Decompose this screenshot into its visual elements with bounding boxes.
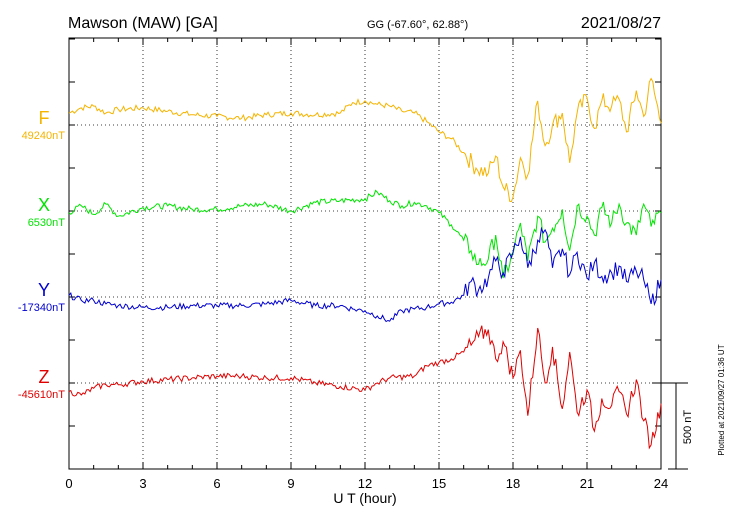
series-line-x [68,189,662,279]
chart-date: 2021/08/27 [581,15,661,32]
scale-bar-label: 500 nT [682,410,694,445]
x-tick-label: 15 [432,476,446,491]
series-baseline-f: 49240nT [22,130,66,142]
series-baseline-z: -45610nT [18,389,65,401]
series-name-z: Z [39,367,50,387]
series-name-x: X [38,195,50,215]
series-baseline-x: 6530nT [28,217,66,229]
x-tick-label: 9 [287,476,294,491]
station-coordinates: GG (-67.60°, 62.88°) [367,19,468,31]
series-baseline-y: -17340nT [18,302,65,314]
x-tick-label: 24 [654,476,668,491]
series-line-y [68,226,662,323]
series-name-y: Y [38,280,50,300]
x-tick-label: 21 [580,476,594,491]
station-title: Mawson (MAW) [GA] [68,15,218,32]
axis-ticks: 0 3 6 9 12 15 18 21 24 [65,38,668,491]
grid-lines [69,38,661,469]
x-tick-label: 18 [506,476,520,491]
x-tick-label: 6 [213,476,220,491]
series-line-f [68,77,662,203]
x-axis-label: U T (hour) [333,490,396,506]
series-labels: F 49240nT X 6530nT Y -17340nT Z -45610nT [18,108,65,401]
x-tick-label: 12 [358,476,372,491]
x-tick-label: 0 [65,476,72,491]
x-tick-label: 3 [139,476,146,491]
series-line-z [68,325,662,450]
data-series [68,77,662,450]
series-name-f: F [39,108,50,128]
plotted-timestamp: Plotted at 2021/09/27 01:36 UT [717,344,726,455]
scale-bar: 500 nT [652,382,694,470]
